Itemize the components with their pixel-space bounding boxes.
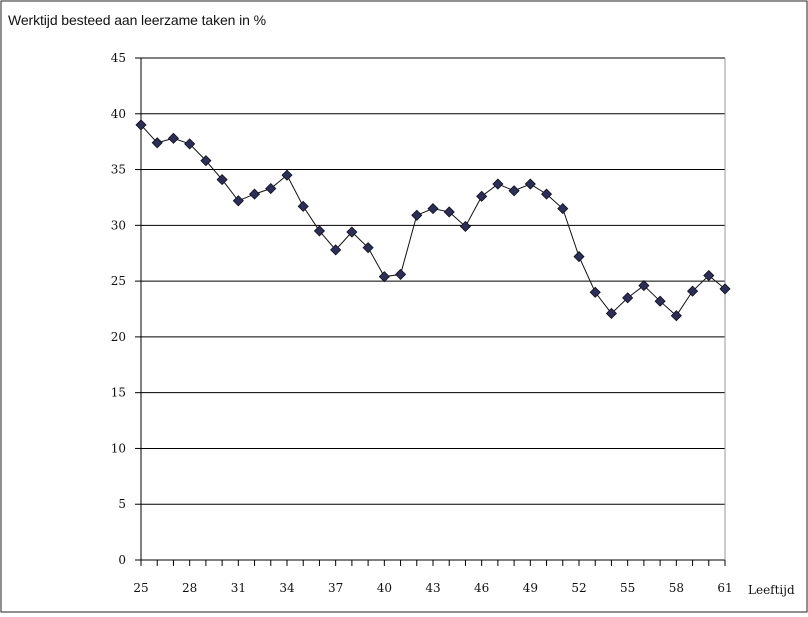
x-tick-label: 49	[523, 581, 538, 595]
series-layer	[135, 119, 731, 322]
data-point-marker	[524, 178, 536, 190]
axis-layer	[135, 57, 726, 566]
y-tick-label: 15	[111, 386, 126, 400]
data-point-marker	[589, 286, 601, 298]
x-tick-label: 37	[328, 581, 343, 595]
x-tick-label: 52	[571, 581, 586, 595]
x-tick-label: 43	[425, 581, 440, 595]
data-point-marker	[719, 283, 731, 295]
data-point-marker	[411, 209, 423, 221]
data-point-marker	[459, 220, 472, 233]
data-point-marker	[540, 188, 553, 200]
x-tick-label: 46	[474, 581, 489, 595]
data-point-marker	[362, 242, 374, 254]
x-tick-label: 31	[231, 581, 246, 595]
data-point-marker	[200, 155, 212, 167]
data-point-marker	[573, 251, 585, 263]
data-point-marker	[330, 244, 342, 256]
data-point-marker	[557, 203, 569, 215]
data-point-marker	[313, 225, 326, 237]
y-tick-label: 30	[111, 218, 126, 232]
data-point-marker	[605, 307, 618, 320]
data-point-marker	[508, 185, 520, 197]
x-tick-label: 61	[717, 581, 732, 595]
x-tick-label: 40	[377, 581, 392, 595]
data-point-marker	[670, 310, 682, 322]
data-point-marker	[216, 174, 228, 186]
data-point-marker	[265, 182, 277, 195]
data-point-marker	[297, 200, 309, 212]
x-axis-label: Leeftijd	[748, 583, 795, 597]
y-tick-label: 35	[111, 163, 126, 177]
x-tick-label: 25	[133, 581, 148, 595]
data-point-marker	[686, 285, 699, 297]
data-point-marker	[184, 138, 196, 150]
data-point-marker	[638, 280, 650, 292]
series-line	[140, 124, 726, 317]
data-point-marker	[622, 292, 634, 304]
data-point-marker	[703, 269, 715, 282]
data-point-marker	[476, 190, 488, 202]
x-tick-label: 34	[279, 581, 295, 595]
y-tick-label: 10	[111, 441, 126, 455]
y-tick-label: 40	[111, 107, 126, 121]
data-point-marker	[151, 137, 163, 149]
data-point-marker	[378, 271, 390, 283]
y-tick-label: 5	[118, 497, 126, 511]
data-point-marker	[232, 195, 244, 207]
data-point-marker	[427, 203, 439, 215]
chart-title: Werktijd besteed aan leerzame taken in %	[8, 12, 266, 28]
data-point-marker	[492, 178, 504, 190]
y-tick-label: 0	[118, 553, 126, 567]
y-tick-label: 45	[111, 51, 126, 65]
tick-label-layer: 0 5 10 15 20 25 30 35 40 45 25 28 31 34 37 40 43 46 49 52 55…	[111, 51, 733, 595]
grid-layer	[141, 57, 725, 505]
data-point-marker	[394, 268, 407, 280]
data-point-marker	[443, 206, 455, 218]
x-tick-label: 58	[669, 581, 684, 595]
data-point-marker	[167, 132, 180, 144]
data-point-marker	[346, 226, 358, 238]
data-point-marker	[135, 119, 147, 131]
x-tick-label: 28	[182, 581, 197, 595]
data-point-marker	[248, 188, 261, 200]
data-point-marker	[281, 169, 293, 181]
data-point-marker	[654, 295, 666, 307]
x-tick-label: 55	[620, 581, 635, 595]
y-tick-label: 20	[111, 330, 126, 344]
y-tick-label: 25	[111, 274, 126, 288]
